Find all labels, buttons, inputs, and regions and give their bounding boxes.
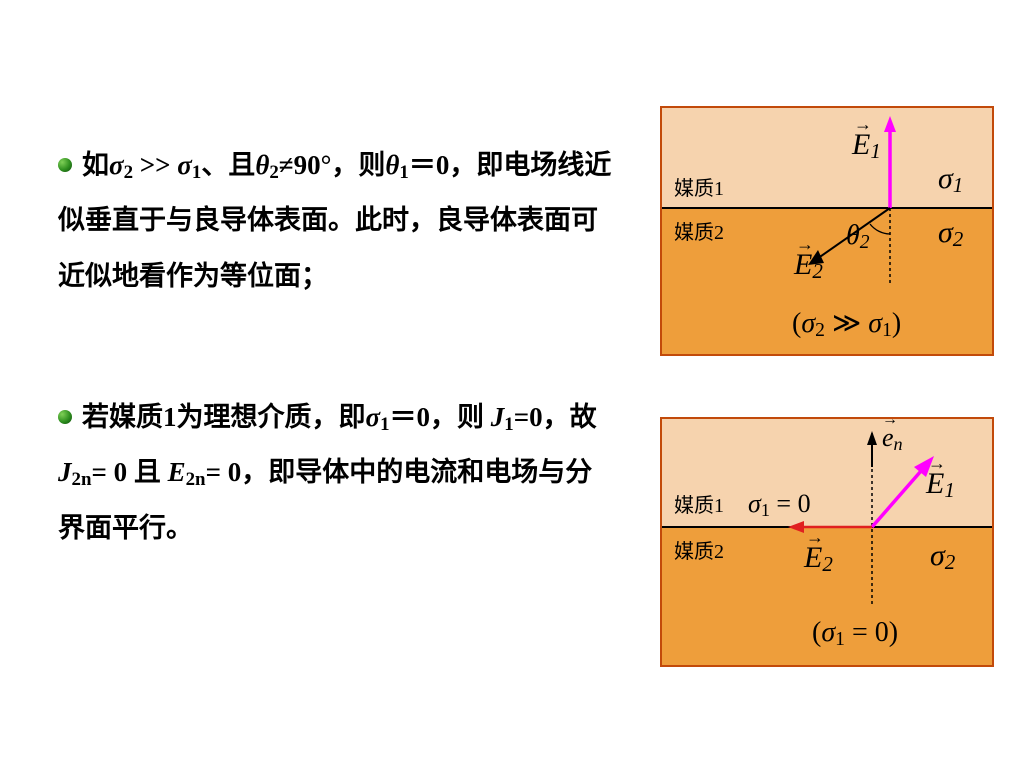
fig1-E2: →E2	[794, 248, 823, 284]
fig2-en: →en	[882, 423, 903, 455]
fig2-sigma1eq: σ1 = 0	[748, 489, 811, 521]
fig2-med2-label: 媒质2	[674, 535, 724, 564]
paragraph-1: 如σ2 >> σ1、且θ2≠90°，则θ1＝0，即电场线近似垂直于与良导体表面。…	[58, 138, 618, 304]
fig2-med1-label: 媒质1	[674, 489, 724, 518]
fig1-med1-label: 媒质1	[674, 172, 724, 201]
fig2-sigma2: σ2	[930, 539, 955, 575]
para1-text: 如σ2 >> σ1、且θ2≠90°，则θ1＝0，即电场线近似垂直于与良导体表面。…	[58, 150, 611, 291]
text-column: 如σ2 >> σ1、且θ2≠90°，则θ1＝0，即电场线近似垂直于与良导体表面。…	[58, 138, 618, 616]
paragraph-2: 若媒质1为理想介质，即σ1＝0，则 J1=0，故J2n= 0 且 E2n= 0，…	[58, 390, 618, 556]
bullet-icon	[58, 158, 72, 172]
figure-1: 媒质1 媒质2 →E1 →E2 σ1 σ2 θ2 (σ2 ≫ σ1)	[660, 106, 994, 356]
fig1-condition: (σ2 ≫ σ1)	[792, 306, 901, 342]
fig1-sigma2: σ2	[938, 216, 963, 252]
slide: 如σ2 >> σ1、且θ2≠90°，则θ1＝0，即电场线近似垂直于与良导体表面。…	[0, 0, 1024, 768]
fig2-condition: (σ1 = 0)	[812, 617, 898, 651]
fig1-theta2: θ2	[846, 220, 870, 254]
para2-text: 若媒质1为理想介质，即σ1＝0，则 J1=0，故J2n= 0 且 E2n= 0，…	[58, 402, 597, 543]
fig1-med2-label: 媒质2	[674, 216, 724, 245]
figure-2: 媒质1 媒质2 →en →E1 →E2 σ1 = 0 σ2 (σ1 = 0)	[660, 417, 994, 667]
fig2-E2: →E2	[804, 541, 833, 577]
fig2-E1: →E1	[926, 467, 955, 503]
fig1-E1: →E1	[852, 128, 881, 164]
fig1-sigma1: σ1	[938, 162, 963, 198]
bullet-icon	[58, 410, 72, 424]
